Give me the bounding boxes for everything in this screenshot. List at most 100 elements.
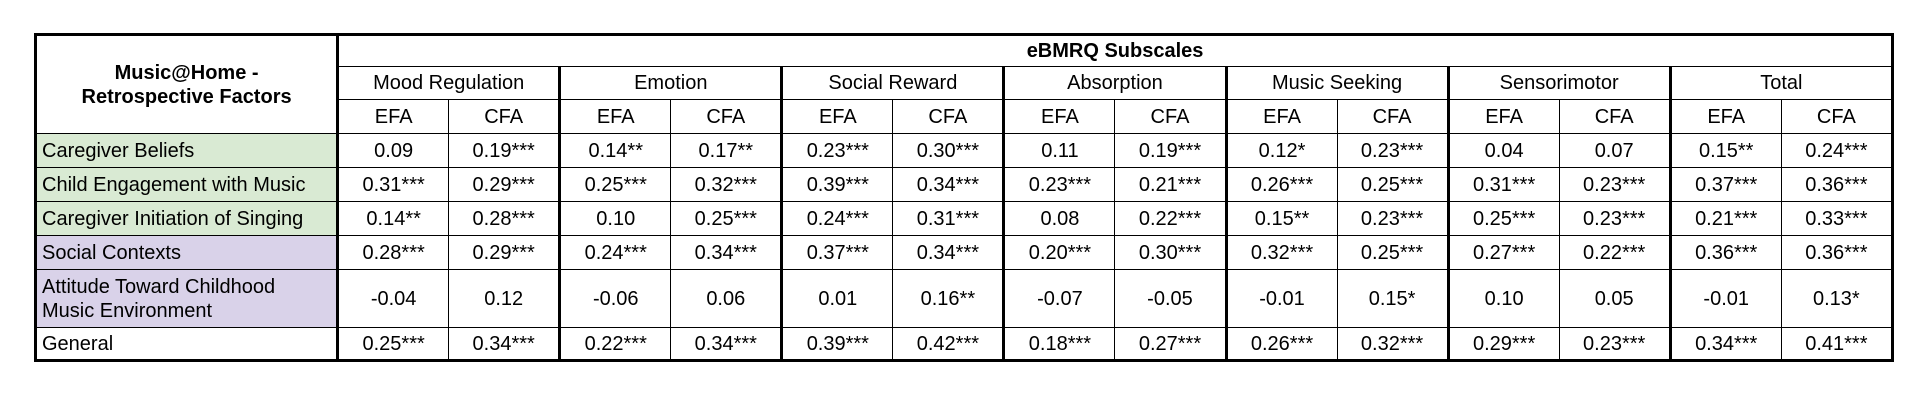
- value-cell: 0.42***: [892, 327, 1005, 361]
- row-label-text: Caregiver Beliefs: [42, 139, 195, 162]
- value-cell: 0.34***: [448, 327, 561, 361]
- row-label-text: General: [42, 332, 114, 355]
- value-cell: 0.34***: [1668, 327, 1782, 361]
- row-label-text: Caregiver Initiation of Singing: [42, 207, 304, 230]
- method-header: EFA: [1224, 99, 1338, 134]
- value-cell: 0.23***: [1336, 201, 1449, 236]
- value-cell: 0.15**: [1668, 133, 1782, 168]
- value-cell: 0.26***: [1224, 327, 1338, 361]
- table-row: Social Contexts 0.28*** 0.29*** 0.24*** 0.34…: [33, 235, 1894, 270]
- value-cell: 0.39***: [780, 327, 894, 361]
- table-row: Child Engagement with Music 0.31*** 0.29**…: [33, 167, 1894, 202]
- value-cell: 0.14**: [558, 133, 672, 168]
- table-row: Attitude Toward Childhood Music Environme…: [33, 269, 1894, 328]
- value-cell: 0.23***: [1558, 201, 1671, 236]
- value-cell: 0.31***: [892, 201, 1005, 236]
- table-body: Caregiver Beliefs 0.09 0.19*** 0.14** 0.17**…: [33, 133, 1894, 361]
- value-cell: 0.19***: [448, 133, 561, 168]
- value-cell: 0.21***: [1114, 167, 1227, 202]
- value-cell: 0.12*: [1224, 133, 1338, 168]
- value-cell: 0.24***: [780, 201, 894, 236]
- subscale-header: Sensorimotor: [1446, 66, 1671, 100]
- value-cell: 0.39***: [780, 167, 894, 202]
- value-cell: 0.19***: [1114, 133, 1227, 168]
- method-header: CFA: [1114, 99, 1227, 134]
- value-cell: 0.36***: [1668, 235, 1782, 270]
- row-label: Child Engagement with Music: [33, 167, 339, 202]
- row-label: Social Contexts: [33, 235, 339, 270]
- value-cell: 0.05: [1558, 269, 1671, 328]
- method-header: CFA: [448, 99, 561, 134]
- row-label-text-line2: Music Environment: [42, 299, 213, 322]
- value-cell: 0.14**: [336, 201, 450, 236]
- value-cell: -0.06: [558, 269, 672, 328]
- value-cell: 0.22***: [1114, 201, 1227, 236]
- method-header: CFA: [670, 99, 783, 134]
- value-cell: -0.05: [1114, 269, 1227, 328]
- value-cell: 0.21***: [1668, 201, 1782, 236]
- value-cell: 0.25***: [1336, 167, 1449, 202]
- table-row: Caregiver Initiation of Singing 0.14** 0.2…: [33, 201, 1894, 236]
- value-cell: 0.17**: [670, 133, 783, 168]
- row-label: General: [33, 327, 339, 361]
- value-cell: 0.33***: [1780, 201, 1894, 236]
- row-label-text: Social Contexts: [42, 241, 181, 264]
- subscale-header: Social Reward: [780, 66, 1005, 100]
- method-header: EFA: [780, 99, 894, 134]
- value-cell: 0.34***: [670, 327, 783, 361]
- table-row: General 0.25*** 0.34*** 0.22*** 0.34*** 0.39*…: [33, 327, 1894, 361]
- value-cell: 0.12: [448, 269, 561, 328]
- value-cell: 0.28***: [448, 201, 561, 236]
- value-cell: 0.25***: [336, 327, 450, 361]
- method-header: CFA: [892, 99, 1005, 134]
- corner-label-line2: Retrospective Factors: [81, 85, 292, 108]
- value-cell: 0.16**: [892, 269, 1005, 328]
- subscale-header: Total: [1668, 66, 1894, 100]
- value-cell: 0.37***: [1668, 167, 1782, 202]
- subscale-header: Absorption: [1002, 66, 1227, 100]
- value-cell: -0.01: [1668, 269, 1782, 328]
- value-cell: 0.36***: [1780, 167, 1894, 202]
- super-header: eBMRQ Subscales: [336, 34, 1893, 67]
- value-cell: 0.23***: [780, 133, 894, 168]
- value-cell: -0.04: [336, 269, 450, 328]
- method-header: EFA: [336, 99, 450, 134]
- corner-label-line1: Music@Home -: [114, 61, 259, 84]
- value-cell: 0.37***: [780, 235, 894, 270]
- value-cell: 0.22***: [1558, 235, 1671, 270]
- method-header: EFA: [1002, 99, 1116, 134]
- value-cell: 0.25***: [1446, 201, 1560, 236]
- value-cell: 0.01: [780, 269, 894, 328]
- value-cell: -0.01: [1224, 269, 1338, 328]
- value-cell: 0.18***: [1002, 327, 1116, 361]
- correlation-table: Music@Home - Retrospective Factors eBMRQ…: [33, 33, 1894, 362]
- value-cell: 0.29***: [1446, 327, 1560, 361]
- method-header: CFA: [1336, 99, 1449, 134]
- value-cell: 0.07: [1558, 133, 1671, 168]
- row-label: Attitude Toward Childhood Music Environme…: [33, 269, 339, 328]
- value-cell: 0.29***: [448, 235, 561, 270]
- subscale-header: Emotion: [558, 66, 783, 100]
- value-cell: 0.25***: [670, 201, 783, 236]
- value-cell: 0.04: [1446, 133, 1560, 168]
- value-cell: 0.20***: [1002, 235, 1116, 270]
- value-cell: 0.13*: [1780, 269, 1894, 328]
- value-cell: 0.15*: [1336, 269, 1449, 328]
- value-cell: 0.34***: [892, 167, 1005, 202]
- row-label: Caregiver Beliefs: [33, 133, 339, 168]
- row-label-text-line1: Attitude Toward Childhood: [42, 275, 276, 298]
- value-cell: 0.31***: [1446, 167, 1560, 202]
- value-cell: 0.10: [558, 201, 672, 236]
- value-cell: 0.32***: [1336, 327, 1449, 361]
- value-cell: 0.32***: [1224, 235, 1338, 270]
- value-cell: 0.34***: [670, 235, 783, 270]
- table-row: Caregiver Beliefs 0.09 0.19*** 0.14** 0.17**…: [33, 133, 1894, 168]
- value-cell: 0.26***: [1224, 167, 1338, 202]
- value-cell: 0.25***: [1336, 235, 1449, 270]
- value-cell: 0.23***: [1002, 167, 1116, 202]
- value-cell: 0.24***: [1780, 133, 1894, 168]
- method-header: EFA: [1446, 99, 1560, 134]
- method-header: EFA: [558, 99, 672, 134]
- value-cell: 0.24***: [558, 235, 672, 270]
- value-cell: 0.25***: [558, 167, 672, 202]
